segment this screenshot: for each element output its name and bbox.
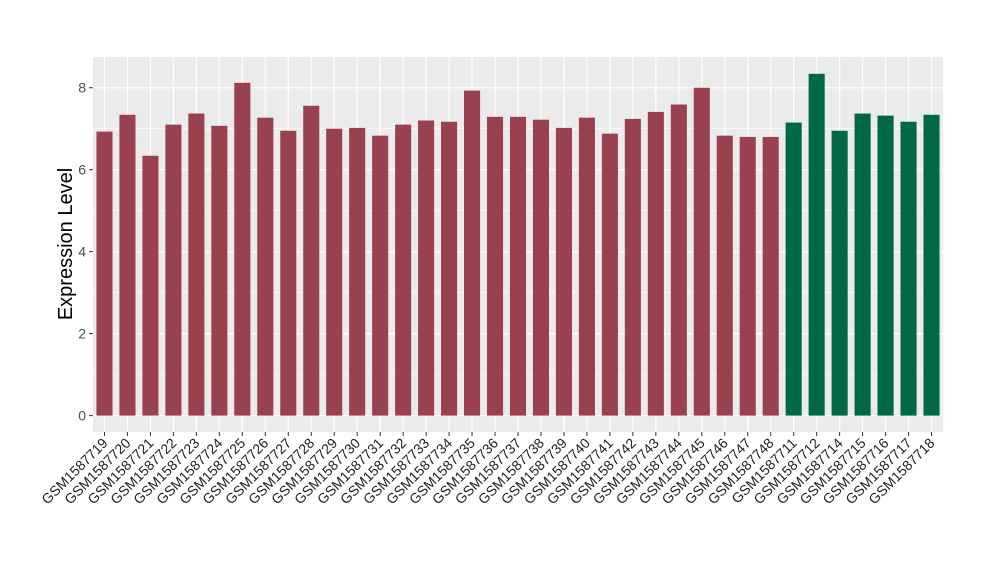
- y-axis-label: Expression Level: [55, 168, 77, 320]
- bar: [785, 122, 802, 416]
- bar: [418, 120, 435, 416]
- bar: [716, 135, 733, 416]
- bar: [464, 90, 481, 416]
- bar: [119, 114, 136, 416]
- y-tick-label: 4: [78, 244, 86, 260]
- y-tick-label: 0: [78, 408, 86, 424]
- bar: [808, 73, 825, 416]
- bar: [555, 127, 572, 416]
- bar: [165, 124, 182, 416]
- bar: [509, 116, 527, 416]
- bar: [372, 135, 389, 416]
- bar: [257, 117, 274, 416]
- y-axis: 0 2 4 6 8: [78, 80, 93, 424]
- bar: [624, 118, 641, 416]
- bar: [486, 116, 504, 416]
- bar: [532, 119, 550, 416]
- bar: [900, 121, 917, 416]
- bar: [877, 115, 894, 416]
- bar: [395, 124, 412, 416]
- bar: [601, 133, 618, 416]
- x-axis: GSM1587719GSM1587720GSM1587721GSM1587722…: [38, 432, 938, 507]
- bar: [923, 114, 940, 416]
- bar: [280, 130, 297, 416]
- bar: [188, 113, 205, 416]
- bar: [211, 125, 228, 416]
- y-tick-label: 6: [78, 162, 86, 178]
- bar: [234, 82, 251, 416]
- y-tick-label: 2: [78, 326, 86, 342]
- bar: [96, 131, 113, 416]
- y-tick-label: 8: [78, 80, 86, 96]
- bar: [326, 128, 343, 416]
- bar: [578, 117, 595, 416]
- bar: [854, 113, 871, 416]
- bar: [349, 127, 366, 416]
- bar: [647, 111, 664, 416]
- bar: [441, 121, 458, 416]
- bar: [670, 104, 687, 416]
- bar: [739, 136, 756, 416]
- bar: [831, 130, 848, 416]
- bar: [303, 105, 320, 416]
- bar: [693, 87, 710, 416]
- bars: [96, 73, 940, 416]
- bar: [142, 155, 159, 416]
- bar: [762, 136, 779, 416]
